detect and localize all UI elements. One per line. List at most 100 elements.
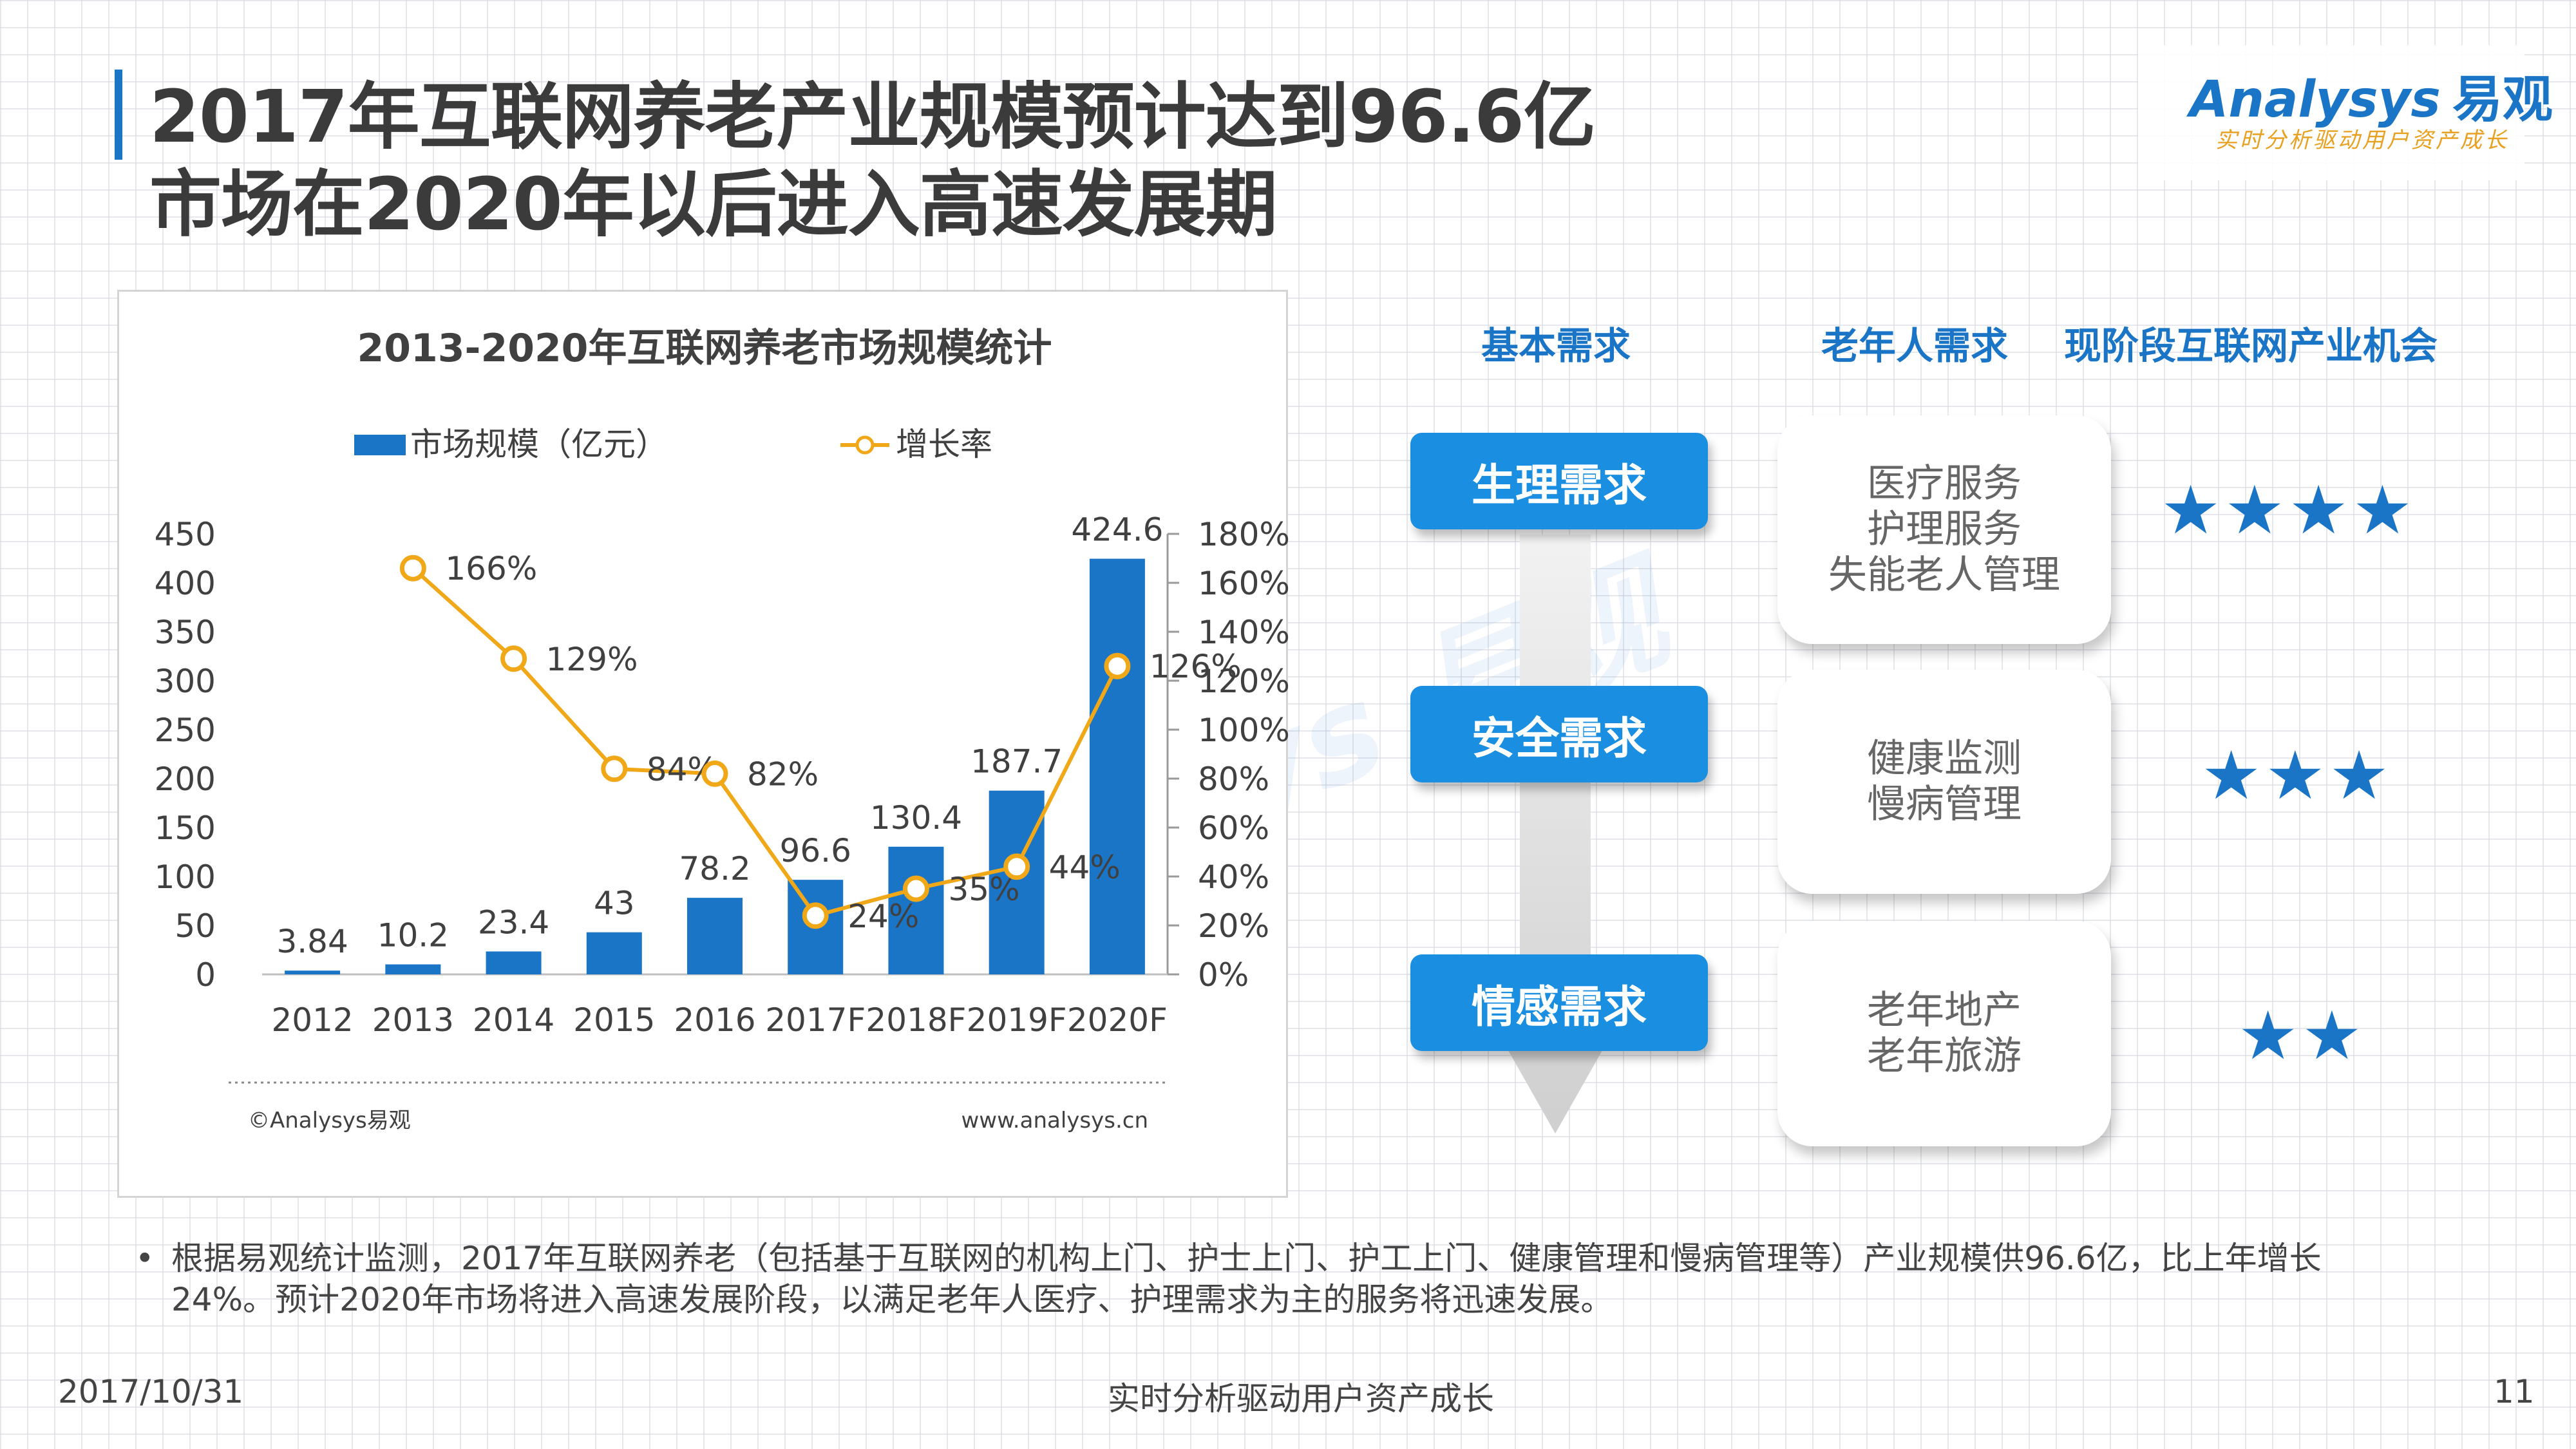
demand-item: 医疗服务 [1867, 461, 2022, 507]
demand-item: 老年地产 [1867, 988, 2022, 1034]
growth-rate-point [1104, 652, 1131, 679]
bar-value-label: 96.6 [780, 832, 851, 869]
y-right-tick-label: 100% [1198, 712, 1290, 749]
x-tick-label: 2015 [573, 1001, 655, 1039]
y-right-tick-label: 160% [1198, 565, 1290, 602]
source-left: ©Analysys易观 [248, 1108, 411, 1133]
x-tick-label: 2013 [372, 1001, 454, 1039]
y-left-tick-label: 100 [155, 858, 216, 896]
demand-box-physiological: 医疗服务 护理服务 失能老人管理 [1777, 415, 2111, 644]
y-right-tick-label: 140% [1198, 614, 1290, 651]
demand-item: 健康监测 [1867, 736, 2022, 782]
rating-stars-safety: ★★★ [2201, 736, 2393, 815]
logo-name: Analysys [2190, 71, 2441, 129]
summary-text: 根据易观统计监测，2017年互联网养老（包括基于互联网的机构上门、护士上门、护工… [171, 1240, 2322, 1318]
bar-2015 [586, 932, 642, 974]
growth-rate-label: 35% [948, 871, 1019, 908]
demand-item: 护理服务 [1867, 507, 2022, 553]
y-right-tick-label: 80% [1198, 761, 1269, 798]
bar-value-label: 424.6 [1071, 511, 1163, 549]
growth-rate-line [412, 566, 1119, 918]
legend-bar-swatch [354, 435, 406, 455]
x-tick-label: 2016 [674, 1001, 755, 1039]
x-tick-label: 2019F [967, 1001, 1067, 1039]
y-left-tick-label: 0 [195, 956, 216, 994]
title-accent-bar [115, 70, 122, 160]
y-right-tick-label: 0% [1198, 956, 1249, 994]
growth-rate-point [701, 760, 728, 787]
y-left-tick-label: 150 [155, 810, 216, 847]
growth-rate-point [1003, 853, 1030, 880]
bar-2013 [385, 964, 441, 974]
bar-value-label: 187.7 [971, 743, 1063, 781]
growth-rate-label: 166% [445, 550, 537, 587]
y-right-tick-label: 120% [1198, 663, 1290, 700]
y-right-tick-label: 60% [1198, 810, 1269, 847]
y-right-tick-label: 20% [1198, 907, 1269, 945]
header-basic-needs: 基本需求 [1481, 324, 1631, 368]
y-left-tick-label: 450 [155, 516, 216, 553]
logo-wordmark: Analysys 易观 [2190, 59, 2553, 131]
y-left-tick-label: 400 [155, 565, 216, 602]
demand-box-safety: 健康监测 慢病管理 [1777, 670, 2111, 894]
demand-item: 失能老人管理 [1828, 552, 2060, 598]
summary-note: • 根据易观统计监测，2017年互联网养老（包括基于互联网的机构上门、护士上门、… [135, 1238, 2376, 1320]
bar-2012 [285, 971, 341, 974]
x-tick-label: 2012 [271, 1001, 353, 1039]
logo-slogan: 实时分析驱动用户资产成长 [2215, 128, 2509, 153]
need-safety: 安全需求 [1410, 686, 1708, 782]
y-right-tick-label: 40% [1198, 858, 1269, 896]
bar-value-label: 10.2 [377, 916, 449, 954]
bar-2018F [888, 846, 944, 974]
footer-date: 2017/10/31 [58, 1373, 244, 1410]
page-title-line-1: 2017年互联网养老产业规模预计达到96.6亿 [149, 75, 1596, 159]
y-left-tick-label: 350 [155, 614, 216, 651]
bar-2019F [989, 790, 1045, 974]
page-title-line-2: 市场在2020年以后进入高速发展期 [149, 163, 1278, 247]
bar-2014 [486, 951, 542, 974]
legend-line-label: 增长率 [896, 426, 992, 463]
growth-rate-point [500, 645, 527, 672]
chart-title: 2013-2020年互联网养老市场规模统计 [357, 326, 1052, 371]
bar-value-label: 23.4 [478, 904, 549, 941]
need-physiological: 生理需求 [1410, 433, 1708, 529]
footer-page-number: 11 [2494, 1373, 2535, 1410]
bar-value-label: 3.84 [276, 923, 348, 960]
bar-value-label: 78.2 [679, 850, 750, 887]
y-right-tick-label: 180% [1198, 516, 1290, 553]
logo-cn: 易观 [2452, 71, 2553, 129]
legend-bar-label: 市场规模（亿元） [410, 426, 668, 463]
growth-rate-label: 82% [747, 755, 819, 793]
bar-value-label: 130.4 [870, 799, 962, 837]
bar-2016 [687, 898, 743, 974]
market-size-chart: 2013-2020年互联网养老市场规模统计市场规模（亿元） 增长率 0 50 100 15… [117, 290, 1290, 1198]
y-left-tick-label: 200 [155, 761, 216, 798]
header-internet-opportunity: 现阶段互联网产业机会 [2064, 324, 2438, 368]
bullet-icon: • [135, 1240, 155, 1277]
growth-rate-label: 126% [1150, 648, 1242, 685]
header-elderly-needs: 老年人需求 [1821, 324, 2009, 368]
growth-rate-point [802, 902, 829, 929]
source-right: www.analysys.cn [961, 1108, 1149, 1133]
growth-rate-label: 129% [546, 641, 638, 678]
demand-box-emotional: 老年地产 老年旅游 [1777, 921, 2111, 1146]
bar-2020F [1089, 558, 1145, 974]
x-tick-label: 2018F [866, 1001, 966, 1039]
x-tick-label: 2020F [1067, 1001, 1168, 1039]
legend-line-marker [855, 435, 875, 455]
footer-slogan: 实时分析驱动用户资产成长 [1108, 1380, 1494, 1417]
rating-stars-emotional: ★★ [2238, 996, 2366, 1075]
growth-rate-point [902, 875, 929, 902]
rating-stars-physiological: ★★★★ [2161, 471, 2416, 549]
bar-value-label: 43 [594, 885, 635, 922]
y-left-tick-label: 50 [175, 907, 216, 945]
y-left-tick-label: 250 [155, 712, 216, 749]
need-emotional: 情感需求 [1410, 954, 1708, 1051]
growth-rate-label: 24% [848, 898, 919, 935]
demand-item: 慢病管理 [1867, 782, 2022, 827]
demand-item: 老年旅游 [1867, 1034, 2022, 1079]
growth-rate-point [601, 755, 628, 782]
growth-rate-label: 44% [1049, 849, 1121, 886]
x-tick-label: 2017F [765, 1001, 866, 1039]
